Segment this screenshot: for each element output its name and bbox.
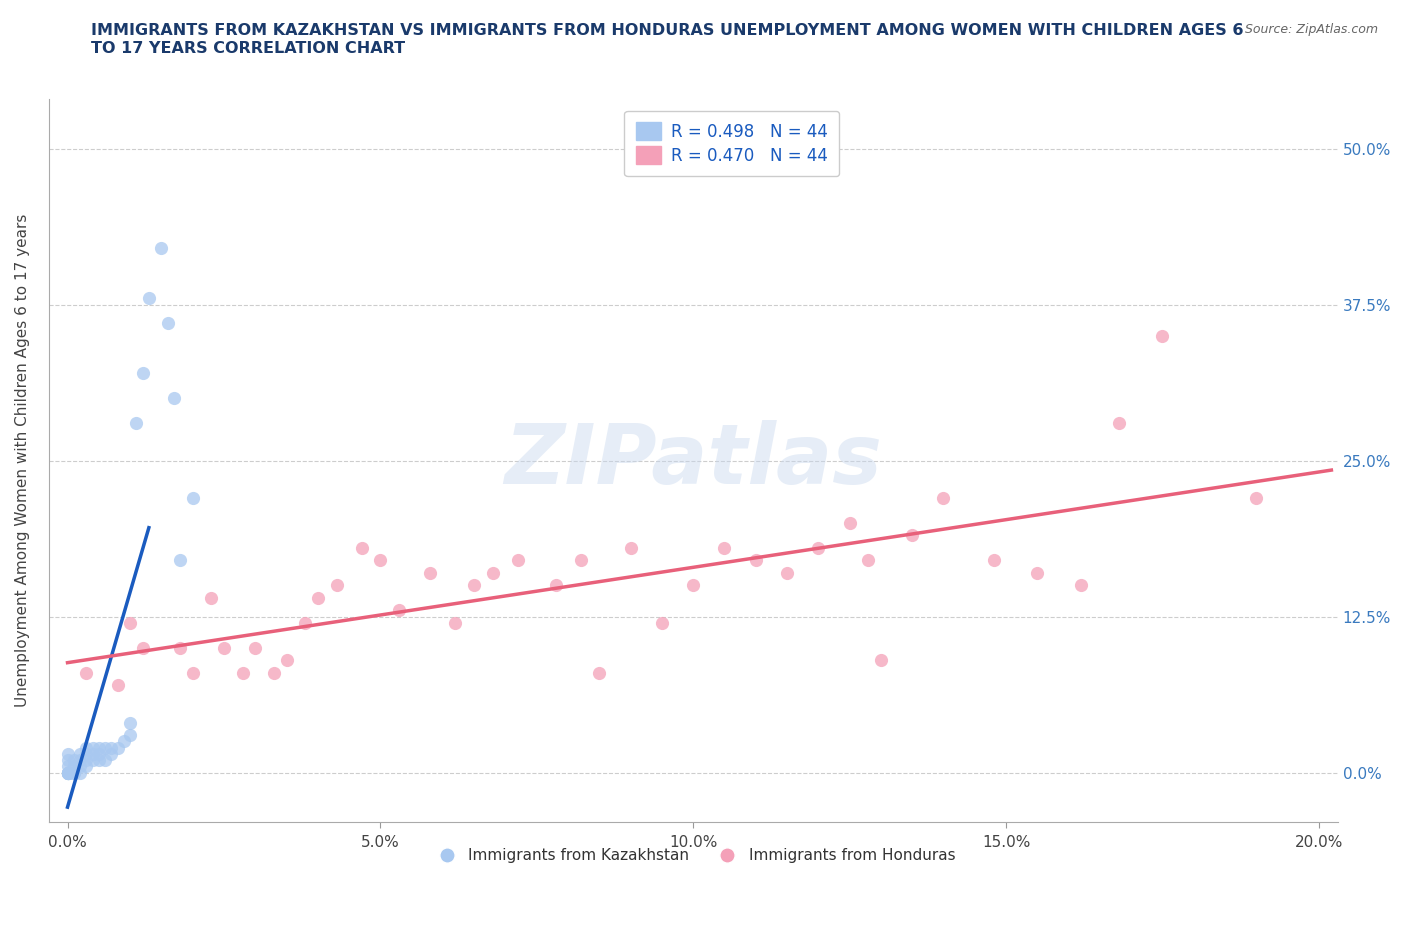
Point	[75, 747, 97, 762]
Point	[69, 752, 91, 767]
Point	[107, 678, 129, 693]
Point	[163, 391, 186, 405]
Point	[62, 752, 84, 767]
Point	[745, 553, 768, 568]
Point	[125, 416, 148, 431]
Point	[62, 765, 84, 780]
Point	[75, 759, 97, 774]
Point	[870, 653, 893, 668]
Point	[112, 734, 135, 749]
Point	[932, 490, 955, 505]
Point	[200, 591, 222, 605]
Point	[569, 553, 592, 568]
Point	[56, 765, 79, 780]
Text: ZIPatlas: ZIPatlas	[505, 420, 882, 501]
Point	[983, 553, 1005, 568]
Point	[69, 747, 91, 762]
Point	[325, 578, 347, 592]
Y-axis label: Unemployment Among Women with Children Ages 6 to 17 years: Unemployment Among Women with Children A…	[15, 214, 30, 707]
Text: IMMIGRANTS FROM KAZAKHSTAN VS IMMIGRANTS FROM HONDURAS UNEMPLOYMENT AMONG WOMEN : IMMIGRANTS FROM KAZAKHSTAN VS IMMIGRANTS…	[91, 23, 1244, 56]
Point	[776, 565, 799, 580]
Point	[506, 553, 529, 568]
Point	[62, 765, 84, 780]
Point	[370, 553, 392, 568]
Point	[69, 759, 91, 774]
Point	[82, 740, 104, 755]
Point	[82, 752, 104, 767]
Point	[94, 752, 117, 767]
Point	[294, 616, 316, 631]
Point	[444, 616, 467, 631]
Point	[120, 727, 142, 742]
Point	[276, 653, 298, 668]
Point	[212, 640, 235, 655]
Point	[156, 316, 179, 331]
Point	[120, 715, 142, 730]
Point	[100, 747, 122, 762]
Point	[1070, 578, 1092, 592]
Point	[682, 578, 704, 592]
Point	[588, 665, 610, 680]
Point	[87, 752, 110, 767]
Point	[419, 565, 441, 580]
Point	[838, 515, 860, 530]
Point	[651, 616, 673, 631]
Point	[1026, 565, 1049, 580]
Point	[131, 640, 153, 655]
Point	[131, 365, 153, 380]
Point	[713, 540, 735, 555]
Point	[87, 740, 110, 755]
Point	[107, 740, 129, 755]
Point	[482, 565, 505, 580]
Point	[87, 747, 110, 762]
Point	[138, 291, 160, 306]
Point	[544, 578, 567, 592]
Point	[169, 553, 191, 568]
Point	[245, 640, 267, 655]
Point	[169, 640, 191, 655]
Point	[901, 528, 924, 543]
Point	[120, 616, 142, 631]
Point	[858, 553, 880, 568]
Point	[56, 765, 79, 780]
Point	[100, 740, 122, 755]
Point	[56, 765, 79, 780]
Point	[807, 540, 830, 555]
Point	[263, 665, 285, 680]
Point	[82, 747, 104, 762]
Text: Source: ZipAtlas.com: Source: ZipAtlas.com	[1244, 23, 1378, 36]
Point	[1152, 328, 1174, 343]
Point	[56, 765, 79, 780]
Point	[56, 765, 79, 780]
Point	[232, 665, 254, 680]
Point	[69, 765, 91, 780]
Point	[75, 665, 97, 680]
Legend: Immigrants from Kazakhstan, Immigrants from Honduras: Immigrants from Kazakhstan, Immigrants f…	[425, 842, 962, 869]
Point	[307, 591, 329, 605]
Point	[94, 740, 117, 755]
Point	[56, 765, 79, 780]
Point	[181, 665, 204, 680]
Point	[463, 578, 485, 592]
Point	[620, 540, 643, 555]
Point	[1246, 490, 1268, 505]
Point	[56, 759, 79, 774]
Point	[62, 759, 84, 774]
Point	[75, 740, 97, 755]
Point	[56, 747, 79, 762]
Point	[350, 540, 373, 555]
Point	[56, 752, 79, 767]
Point	[56, 765, 79, 780]
Point	[1108, 416, 1130, 431]
Point	[388, 603, 411, 618]
Point	[181, 490, 204, 505]
Point	[150, 241, 173, 256]
Point	[75, 752, 97, 767]
